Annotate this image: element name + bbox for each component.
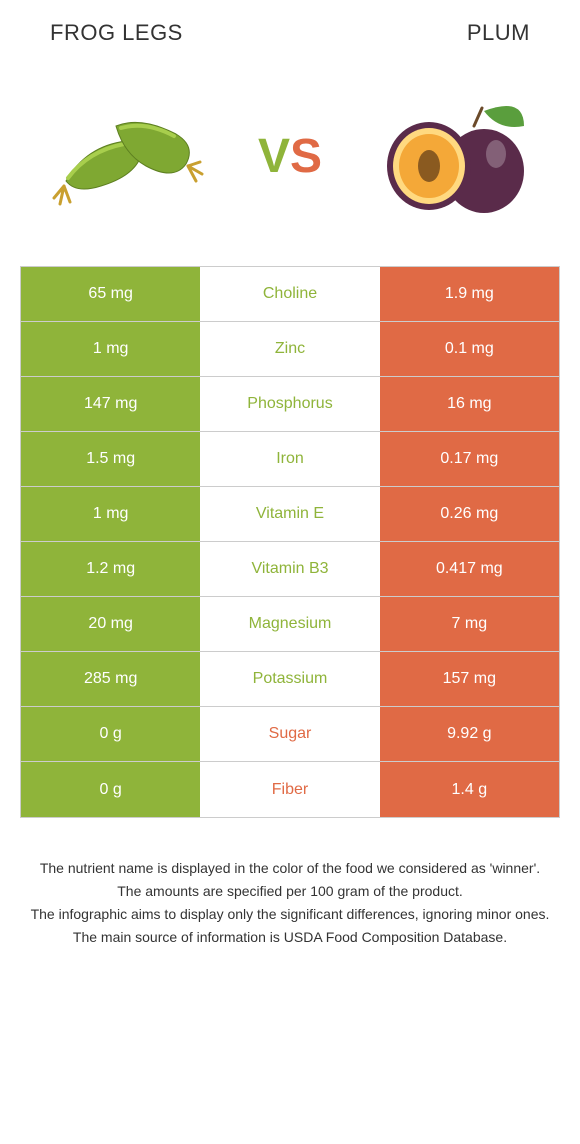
nutrient-label: Fiber [200, 762, 379, 817]
table-row: 0 gFiber1.4 g [21, 762, 559, 817]
table-row: 65 mgCholine1.9 mg [21, 267, 559, 322]
vs-v: V [258, 130, 290, 183]
right-value: 7 mg [380, 597, 559, 651]
frog-legs-image [46, 86, 206, 226]
left-value: 0 g [21, 762, 200, 817]
nutrient-label: Sugar [200, 707, 379, 761]
nutrient-label: Zinc [200, 322, 379, 376]
table-row: 1 mgVitamin E0.26 mg [21, 487, 559, 542]
table-row: 147 mgPhosphorus16 mg [21, 377, 559, 432]
table-row: 1 mgZinc0.1 mg [21, 322, 559, 377]
plum-image [374, 86, 534, 226]
right-value: 0.17 mg [380, 432, 559, 486]
left-value: 285 mg [21, 652, 200, 706]
nutrient-label: Choline [200, 267, 379, 321]
nutrient-label: Phosphorus [200, 377, 379, 431]
footer-line-3: The infographic aims to display only the… [30, 904, 550, 925]
right-value: 0.26 mg [380, 487, 559, 541]
nutrient-label: Vitamin E [200, 487, 379, 541]
right-value: 157 mg [380, 652, 559, 706]
header: Frog legs Plum [0, 0, 580, 56]
table-row: 20 mgMagnesium7 mg [21, 597, 559, 652]
nutrient-label: Potassium [200, 652, 379, 706]
table-row: 0 gSugar9.92 g [21, 707, 559, 762]
right-value: 16 mg [380, 377, 559, 431]
vs-label: VS [258, 129, 322, 184]
left-value: 65 mg [21, 267, 200, 321]
table-row: 1.5 mgIron0.17 mg [21, 432, 559, 487]
footer-notes: The nutrient name is displayed in the co… [0, 818, 580, 970]
table-row: 1.2 mgVitamin B30.417 mg [21, 542, 559, 597]
right-value: 0.1 mg [380, 322, 559, 376]
left-value: 20 mg [21, 597, 200, 651]
right-value: 1.9 mg [380, 267, 559, 321]
right-food-title: Plum [467, 20, 530, 46]
footer-line-2: The amounts are specified per 100 gram o… [30, 881, 550, 902]
left-value: 1 mg [21, 487, 200, 541]
left-value: 1.2 mg [21, 542, 200, 596]
table-row: 285 mgPotassium157 mg [21, 652, 559, 707]
left-value: 147 mg [21, 377, 200, 431]
footer-line-1: The nutrient name is displayed in the co… [30, 858, 550, 879]
footer-line-4: The main source of information is USDA F… [30, 927, 550, 948]
nutrient-label: Vitamin B3 [200, 542, 379, 596]
left-value: 1.5 mg [21, 432, 200, 486]
right-value: 9.92 g [380, 707, 559, 761]
right-value: 1.4 g [380, 762, 559, 817]
nutrient-label: Magnesium [200, 597, 379, 651]
nutrient-label: Iron [200, 432, 379, 486]
nutrient-table: 65 mgCholine1.9 mg1 mgZinc0.1 mg147 mgPh… [20, 266, 560, 818]
hero-row: VS [0, 56, 580, 266]
vs-s: S [290, 130, 322, 183]
right-value: 0.417 mg [380, 542, 559, 596]
left-value: 1 mg [21, 322, 200, 376]
left-food-title: Frog legs [50, 20, 183, 46]
left-value: 0 g [21, 707, 200, 761]
